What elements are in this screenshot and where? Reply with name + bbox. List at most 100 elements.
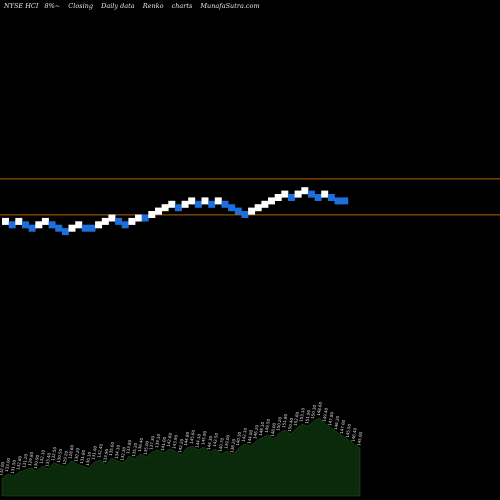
renko-brick-down [88, 224, 96, 232]
renko-brick-up [214, 197, 222, 205]
renko-brick-up [75, 221, 83, 229]
renko-brick-up [108, 214, 116, 222]
volume-label: 131.00 [90, 445, 97, 460]
renko-brick-up [321, 190, 329, 198]
closing-label: Closing [68, 2, 94, 10]
volume-label: 148.10 [258, 421, 265, 436]
renko-brick-up [41, 217, 49, 225]
renko-brick-up [188, 197, 196, 205]
volume-label: 135.60 [108, 441, 115, 456]
volume-label: 150.30 [310, 404, 317, 419]
renko-brick-down [241, 211, 249, 218]
volume-label: 150.20 [275, 416, 282, 431]
renko-brick-down [287, 194, 295, 201]
volume-label: 130.90 [33, 454, 40, 469]
volume-label: 153.10 [298, 407, 305, 422]
volume-label: 134.10 [114, 444, 121, 459]
renko-brick-down [234, 207, 242, 215]
renko-brick-up [95, 221, 103, 229]
change-label: 8% [44, 2, 55, 10]
renko-brick-down [22, 221, 29, 229]
renko-brick-up [101, 217, 109, 225]
volume-label: 151.80 [281, 413, 288, 428]
renko-brick-down [221, 200, 229, 208]
volume-label: 132.80 [15, 455, 22, 470]
volume-label: 139.00 [223, 434, 230, 449]
renko-brick-up [135, 214, 142, 222]
volume-label: 142.50 [212, 432, 219, 447]
volume-label: 131.50 [10, 459, 17, 474]
volume-label: 132.30 [119, 446, 126, 461]
renko-brick-down [228, 204, 236, 212]
volume-label: 146.20 [252, 424, 259, 439]
renko-brick-down [81, 224, 89, 232]
volume-label: 130.20 [73, 447, 80, 462]
volume-label: 132.50 [50, 446, 57, 461]
renko-brick-up [248, 207, 256, 215]
volume-label: 133.00 [4, 457, 11, 472]
volume-label: 148.00 [269, 422, 276, 437]
volume-label: 146.40 [350, 427, 357, 442]
renko-brick-down [174, 204, 182, 212]
volume-label: 135.00 [142, 440, 149, 455]
renko-brick-down [208, 200, 216, 208]
volume-label: 149.40 [321, 407, 328, 422]
volume-label: 142.20 [177, 438, 184, 453]
volume-label: 143.90 [171, 434, 178, 449]
volume-label: 133.80 [125, 439, 132, 454]
volume-area [1, 417, 361, 497]
renko-brick-up [128, 217, 136, 225]
volume-label: 140.30 [235, 431, 242, 446]
volume-label: 139.10 [154, 433, 161, 448]
renko-brick-down [141, 214, 149, 222]
daily-label: Daily data [101, 2, 135, 10]
volume-label: 138.20 [229, 438, 236, 453]
renko-brick-up [268, 197, 275, 205]
volume-label: 142.10 [241, 427, 248, 442]
volume-label: 145.00 [356, 431, 363, 446]
renko-brick-down [61, 228, 69, 236]
renko-brick-up [148, 211, 156, 218]
renko-brick-down [115, 217, 123, 225]
volume-label: 130.10 [85, 451, 92, 466]
volume-label: 133.40 [44, 452, 51, 467]
renko-label: Renko [142, 2, 164, 10]
renko-brick-up [68, 224, 76, 232]
renko-brick-up [274, 194, 282, 201]
charts-label: charts [171, 2, 193, 10]
renko-brick-down [8, 221, 16, 229]
volume-label: 130.50 [56, 448, 63, 463]
trend-arrow: ~ [54, 2, 61, 10]
volume-label: 133.90 [102, 448, 109, 463]
renko-brick-up [281, 190, 289, 198]
volume-label: 141.00 [160, 436, 167, 451]
volume-label: 145.90 [200, 430, 207, 445]
renko-brick-down [121, 221, 129, 229]
volume-label: 144.10 [194, 433, 201, 448]
volume-label: 145.60 [189, 429, 196, 444]
renko-brick-up [155, 207, 162, 215]
volume-label: 150.40 [287, 417, 294, 432]
renko-brick-up [261, 200, 269, 208]
volume-label: 145.50 [345, 423, 352, 438]
volume-label: 135.20 [131, 442, 138, 457]
volume-label: 132.10 [38, 449, 45, 464]
renko-brick-down [327, 194, 335, 201]
volume-label: 137.30 [148, 435, 155, 450]
volume-label: 131.80 [79, 449, 86, 464]
volume-label: 129.20 [62, 450, 69, 465]
volume-label: 152.60 [293, 411, 300, 426]
chart-header: NYSE HCI 8%~ Closing Daily data Renko cha… [4, 2, 266, 10]
renko-brick-down [28, 224, 36, 232]
renko-brick-down [48, 221, 56, 229]
volume-label: 144.00 [246, 429, 253, 444]
volume-label: 142.60 [166, 432, 173, 447]
renko-brick-up [201, 197, 209, 205]
volume-label: 128.60 [67, 444, 74, 459]
volume-label: 144.30 [206, 435, 213, 450]
volume-label: 129.80 [27, 451, 34, 466]
volume-label: 136.40 [137, 437, 144, 452]
volume-label: 140.70 [217, 437, 224, 452]
ticker-label: NYSE HCI [4, 2, 39, 10]
